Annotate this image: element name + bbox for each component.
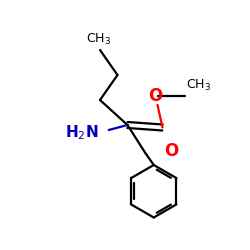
Text: CH$_3$: CH$_3$ xyxy=(86,32,111,47)
Text: CH$_3$: CH$_3$ xyxy=(186,78,211,93)
Text: H$_2$N: H$_2$N xyxy=(65,123,99,142)
Text: O: O xyxy=(148,87,162,105)
Text: O: O xyxy=(164,142,178,160)
